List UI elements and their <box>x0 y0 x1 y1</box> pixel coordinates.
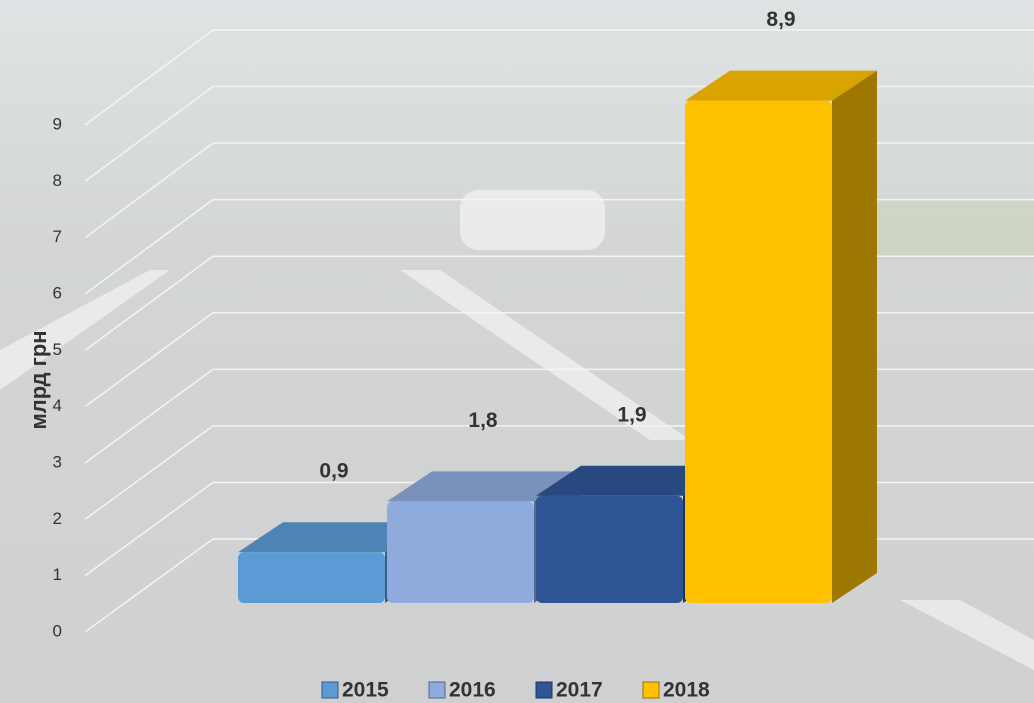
bar-front <box>238 552 385 603</box>
y-tick-label: 3 <box>53 452 62 471</box>
y-tick-label: 4 <box>53 396 62 415</box>
bar-top <box>387 471 579 502</box>
legend-label: 2015 <box>342 679 389 702</box>
grid-line <box>84 29 1034 126</box>
bar-top <box>238 522 430 553</box>
bar-side <box>832 70 877 603</box>
legend-swatch <box>535 681 553 699</box>
y-tick-label: 7 <box>53 227 62 246</box>
bar-front <box>387 501 534 603</box>
value-label: 0,9 <box>319 460 348 483</box>
bar-front <box>685 100 832 604</box>
y-axis-title: млрд грн <box>26 330 51 429</box>
y-tick-label: 9 <box>53 114 62 133</box>
y-tick-label: 8 <box>53 171 62 190</box>
y-tick-label: 0 <box>53 621 62 640</box>
bar-front <box>536 495 683 603</box>
legend-swatch <box>642 681 660 699</box>
value-label: 1,9 <box>617 403 646 426</box>
y-tick-label: 2 <box>53 509 62 528</box>
y-tick-label: 5 <box>53 340 62 359</box>
legend-label: 2016 <box>449 679 496 702</box>
y-tick-label: 6 <box>53 283 62 302</box>
legend-label: 2017 <box>556 679 603 702</box>
bar-top <box>536 465 728 496</box>
bar-top <box>685 70 877 101</box>
bar <box>685 70 877 604</box>
legend-swatch <box>428 681 446 699</box>
legend-swatch <box>321 681 339 699</box>
value-label: 8,9 <box>766 8 795 31</box>
legend-label: 2018 <box>663 679 710 702</box>
value-label: 1,8 <box>468 409 498 432</box>
y-tick-label: 1 <box>53 565 62 584</box>
